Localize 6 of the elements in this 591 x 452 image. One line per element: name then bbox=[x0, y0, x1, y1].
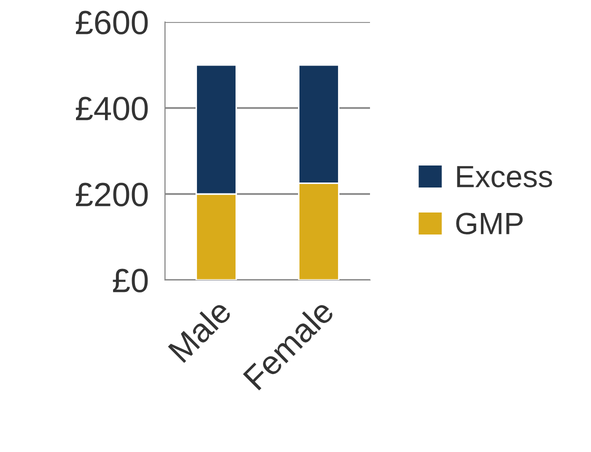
y-tick-label: £600 bbox=[76, 10, 148, 34]
y-tick-label: £200 bbox=[76, 182, 148, 206]
legend-label: Excess bbox=[457, 166, 552, 188]
y-tick-label: £400 bbox=[76, 96, 148, 120]
y-tick-label: £0 bbox=[112, 268, 148, 292]
legend-label: GMP bbox=[456, 212, 523, 234]
